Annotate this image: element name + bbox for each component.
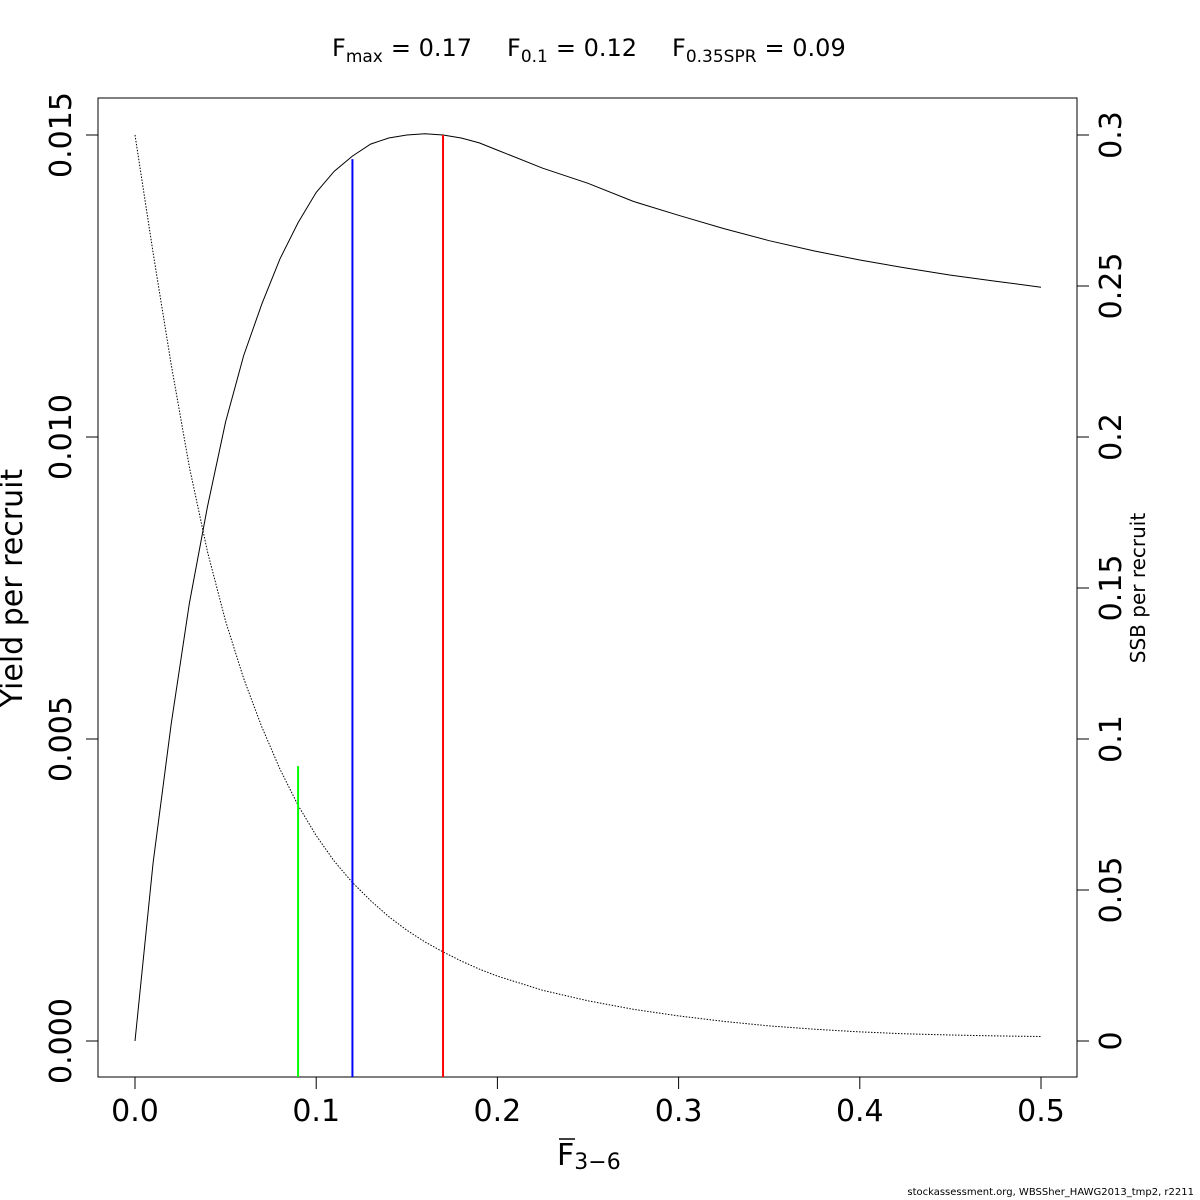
yield-per-recruit-line [134,133,1042,1042]
x-tick-label: 0.3 [655,1094,703,1129]
credit-footer: stockassessment.org, WBSSher_HAWG2013_tm… [907,1187,1194,1198]
y2-tick-label: 0 [1094,1031,1129,1050]
x-axis-title-text: F3−6 [557,1138,621,1175]
y2-tick-label: 0.05 [1094,857,1129,924]
y-tick-label: 0.015 [44,92,79,178]
ssb-per-recruit-line [134,134,1042,1037]
y-tick-label: 0.010 [44,394,79,480]
y2-axis-title: SSB per recruit [1126,513,1150,664]
x-tick-label: 0.4 [836,1094,884,1129]
fmax-label: Fmax = 0.17 [332,34,472,67]
x-tick-label: 0.0 [111,1094,159,1129]
y-axis-title: Yield per recruit [0,469,30,709]
y-tick-label: 0.005 [44,696,79,782]
y2-tick-label: 0.3 [1094,111,1129,159]
series-layer [134,133,1042,1042]
y-axis-right: 0 0.05 0.1 0.15 0.2 0.25 0.3 [1076,111,1129,1051]
reference-lines [297,135,445,1077]
y2-tick-label: 0.15 [1094,555,1129,622]
x-tick-label: 0.2 [474,1094,522,1129]
y2-tick-label: 0.2 [1094,413,1129,461]
y2-tick-label: 0.1 [1094,715,1129,763]
x-axis: 0.0 0.1 0.2 0.3 0.4 0.5 [111,1076,1065,1129]
plot-frame [97,97,1078,1078]
x-tick-label: 0.5 [1017,1094,1065,1129]
y2-tick-label: 0.25 [1094,253,1129,320]
fspr-label: F0.35SPR = 0.09 [672,34,846,67]
f01-label: F0.1 = 0.12 [507,34,637,67]
y-axis-left: 0.000 0.005 0.010 0.015 [44,92,99,1084]
y-tick-label: 0.000 [44,998,79,1084]
x-axis-title: F3−6 [557,1138,621,1175]
x-tick-label: 0.1 [292,1094,340,1129]
